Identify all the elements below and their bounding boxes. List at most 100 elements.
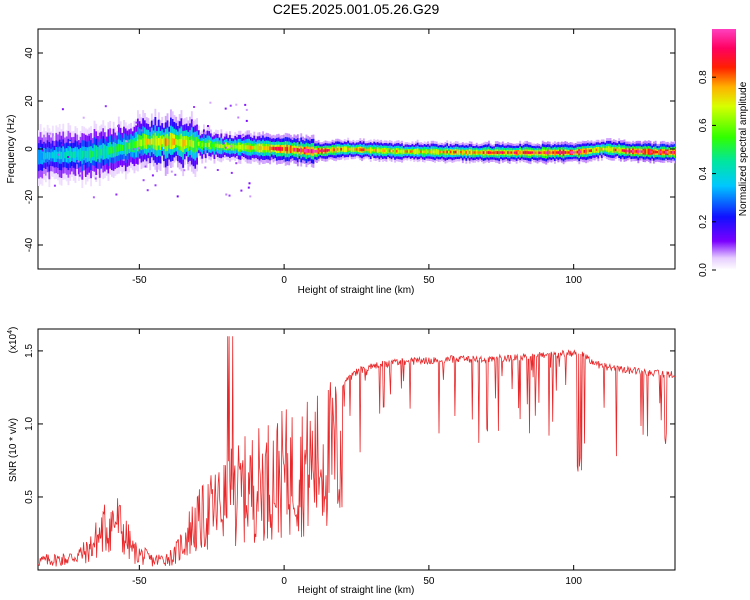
spectrogram-speck bbox=[249, 195, 252, 198]
spectrogram-cell bbox=[336, 148, 339, 151]
spectrogram-cell bbox=[592, 149, 595, 152]
spectrogram-cell bbox=[295, 148, 297, 152]
spectrogram-speck bbox=[57, 153, 60, 156]
spectrogram-speck bbox=[77, 160, 80, 163]
x-tick-label: 0 bbox=[281, 275, 287, 286]
spectrogram-cell bbox=[347, 147, 350, 151]
spectrogram-cell bbox=[635, 150, 638, 153]
spectrogram-cell bbox=[328, 149, 330, 152]
spectrogram-cell bbox=[647, 150, 650, 154]
spectrogram-cell bbox=[514, 151, 516, 154]
spectrogram-cell bbox=[550, 151, 553, 154]
spectrogram-cell bbox=[83, 150, 86, 158]
spectrogram-cell bbox=[194, 140, 197, 149]
spectrogram-speck bbox=[42, 170, 45, 173]
y-tick-label: 1.0 bbox=[24, 417, 35, 431]
spectrogram-speck bbox=[209, 101, 212, 104]
colorbar-tick-label: 0.8 bbox=[698, 70, 709, 84]
spectrogram-cell bbox=[300, 148, 303, 153]
spectrogram-cell bbox=[500, 151, 502, 154]
spectrogram-cell bbox=[302, 148, 304, 153]
spectrogram-cell bbox=[427, 150, 429, 153]
spectrogram-cell bbox=[666, 151, 669, 154]
spectrogram-cell bbox=[69, 151, 72, 159]
spectrogram-cell bbox=[517, 151, 520, 154]
spectrogram-cell bbox=[199, 142, 202, 147]
spectrogram-cell bbox=[65, 151, 68, 159]
spectrogram-cell bbox=[211, 143, 214, 147]
spectrogram-speck bbox=[61, 108, 64, 111]
spectrogram-cell bbox=[446, 150, 449, 154]
spectrogram-cell bbox=[406, 150, 409, 153]
spectrogram-cell bbox=[170, 137, 172, 146]
spectrogram-cell bbox=[312, 149, 315, 154]
spectrogram-cell bbox=[156, 139, 158, 146]
spectrogram-speck bbox=[204, 166, 207, 169]
spectrogram-cell bbox=[531, 151, 534, 154]
spectrogram-cell bbox=[161, 138, 164, 145]
spectrogram-cell bbox=[357, 148, 360, 151]
spectrogram-cell bbox=[124, 143, 127, 151]
spectrogram-speck bbox=[225, 193, 228, 196]
spectrogram-cell bbox=[137, 139, 139, 148]
spectrogram-cell bbox=[646, 150, 648, 153]
spectrogram-cell bbox=[105, 148, 108, 155]
spectrogram-cell bbox=[378, 149, 381, 152]
spectrogram-cell bbox=[331, 148, 334, 152]
spectrogram-cell bbox=[100, 149, 103, 156]
spectrogram-cell bbox=[133, 141, 136, 149]
y-tick-label: 40 bbox=[24, 47, 35, 59]
spectrogram-cell bbox=[138, 139, 141, 146]
spectrogram-cell bbox=[60, 151, 63, 160]
spectrogram-cell bbox=[197, 141, 200, 146]
spectrogram-speck bbox=[225, 133, 228, 136]
spectrogram-cell bbox=[585, 149, 588, 153]
spectrogram-cell bbox=[263, 146, 266, 151]
spectrogram-cell bbox=[578, 150, 581, 154]
spectrogram-cell bbox=[159, 139, 162, 146]
spectrogram-cell bbox=[611, 148, 614, 152]
spectrogram-speck bbox=[176, 195, 179, 198]
spectrogram-cell bbox=[613, 148, 615, 152]
spectrogram-cell bbox=[672, 151, 674, 154]
spectrogram-cell bbox=[630, 150, 633, 153]
spectrogram-cell bbox=[309, 149, 311, 153]
spectrogram-speck bbox=[245, 119, 248, 122]
spectrogram-cell bbox=[392, 150, 395, 153]
colorbar-tick-label: 0.6 bbox=[698, 118, 709, 132]
spectrogram-cell bbox=[368, 148, 370, 152]
spectrogram-speck bbox=[230, 171, 233, 174]
spectrogram-cell bbox=[481, 151, 483, 154]
spectrogram-cell bbox=[288, 147, 291, 152]
spectrogram-cell bbox=[335, 148, 337, 152]
spectrogram-speck bbox=[144, 165, 147, 168]
spectrogram-cell bbox=[420, 150, 423, 153]
spectrogram-speck bbox=[88, 133, 91, 136]
spectrogram-cell bbox=[76, 151, 79, 158]
spectrogram-cell bbox=[606, 147, 608, 151]
spectrogram-cell bbox=[178, 139, 181, 147]
spectrogram-cell bbox=[673, 151, 675, 154]
spectrogram-cell bbox=[621, 149, 624, 152]
spectrogram-cell bbox=[135, 140, 138, 148]
spectrogram-cell bbox=[289, 147, 292, 152]
spectrogram-cell bbox=[656, 151, 659, 154]
spectrogram-cell bbox=[150, 138, 153, 145]
spectrogram-speck bbox=[92, 196, 95, 199]
chart-title: C2E5.2025.001.05.26.G29 bbox=[273, 1, 440, 17]
spectrogram-cell bbox=[534, 151, 537, 154]
spectrogram-cell bbox=[338, 148, 341, 151]
spectrogram-cell bbox=[196, 140, 198, 148]
spectrogram-cell bbox=[173, 138, 176, 145]
spectrogram-cell bbox=[670, 151, 673, 154]
spectrogram-cell bbox=[444, 150, 447, 154]
spectrogram-cell bbox=[213, 143, 216, 148]
spectrogram-speck bbox=[135, 121, 138, 124]
spectrogram-cell bbox=[147, 138, 150, 145]
spectrogram-cell bbox=[602, 147, 605, 151]
spectrogram-speck bbox=[183, 169, 186, 172]
spectrogram-cell bbox=[637, 150, 640, 154]
x-tick-label: -50 bbox=[132, 275, 147, 286]
spectrogram-cell bbox=[375, 149, 377, 152]
spectrogram-cell bbox=[475, 151, 478, 154]
